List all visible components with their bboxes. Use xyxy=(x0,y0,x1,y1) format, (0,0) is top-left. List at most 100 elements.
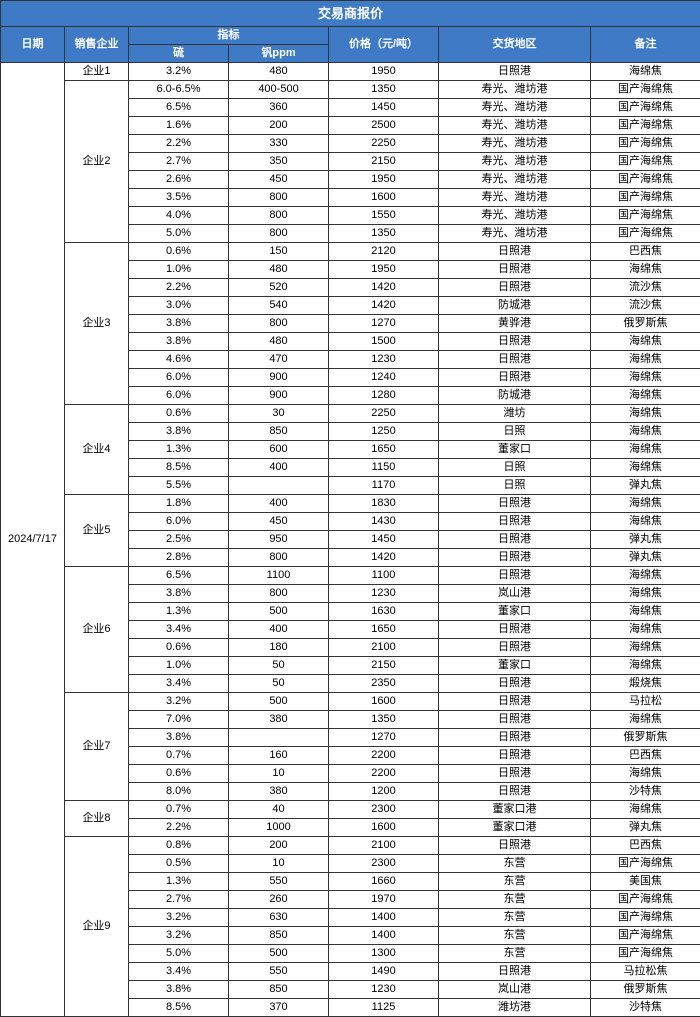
cell-loc: 日照港 xyxy=(439,243,591,261)
cell-p: 2300 xyxy=(329,801,439,819)
cell-p: 2120 xyxy=(329,243,439,261)
cell-note: 海绵焦 xyxy=(591,495,700,513)
cell-v: 400 xyxy=(229,495,329,513)
cell-s: 3.5% xyxy=(129,189,229,207)
cell-note: 国产海绵焦 xyxy=(591,99,700,117)
cell-note: 马拉松焦 xyxy=(591,963,700,981)
cell-loc: 日照港 xyxy=(439,675,591,693)
cell-note: 弹丸焦 xyxy=(591,477,700,495)
cell-note: 海绵焦 xyxy=(591,441,700,459)
cell-v: 260 xyxy=(229,891,329,909)
cell-enterprise: 企业9 xyxy=(65,837,129,1017)
cell-loc: 日照港 xyxy=(439,765,591,783)
cell-v: 330 xyxy=(229,135,329,153)
cell-loc: 寿光、潍坊港 xyxy=(439,99,591,117)
cell-s: 2.5% xyxy=(129,531,229,549)
cell-note: 国产海绵焦 xyxy=(591,153,700,171)
cell-p: 1300 xyxy=(329,945,439,963)
cell-loc: 寿光、潍坊港 xyxy=(439,207,591,225)
cell-s: 3.8% xyxy=(129,315,229,333)
cell-loc: 日照港 xyxy=(439,531,591,549)
cell-s: 6.0% xyxy=(129,513,229,531)
cell-note: 沙特焦 xyxy=(591,999,700,1017)
cell-loc: 日照港 xyxy=(439,549,591,567)
cell-v: 450 xyxy=(229,171,329,189)
table-row: 企业90.8%2002100日照港巴西焦 xyxy=(1,837,700,855)
cell-s: 1.3% xyxy=(129,873,229,891)
cell-v: 400 xyxy=(229,459,329,477)
cell-loc: 岚山港 xyxy=(439,981,591,999)
cell-p: 1950 xyxy=(329,261,439,279)
cell-loc: 防城港 xyxy=(439,297,591,315)
quote-table: 交易商报价 日期 销售企业 指标 价格（元/吨） 交货地区 备注 硫 钒ppm … xyxy=(0,0,700,1017)
table-row: 企业40.6%302250潍坊海绵焦 xyxy=(1,405,700,423)
cell-s: 8.5% xyxy=(129,999,229,1017)
cell-note: 俄罗斯焦 xyxy=(591,315,700,333)
col-date: 日期 xyxy=(1,27,65,63)
cell-p: 2500 xyxy=(329,117,439,135)
cell-note: 海绵焦 xyxy=(591,603,700,621)
cell-v: 50 xyxy=(229,675,329,693)
cell-note: 流沙焦 xyxy=(591,279,700,297)
cell-p: 1270 xyxy=(329,729,439,747)
cell-s: 2.2% xyxy=(129,279,229,297)
cell-loc: 日照港 xyxy=(439,783,591,801)
cell-loc: 东营 xyxy=(439,927,591,945)
cell-p: 1240 xyxy=(329,369,439,387)
cell-note: 海绵焦 xyxy=(591,765,700,783)
cell-loc: 日照港 xyxy=(439,513,591,531)
cell-p: 1950 xyxy=(329,63,439,81)
cell-loc: 日照 xyxy=(439,423,591,441)
cell-s: 3.8% xyxy=(129,423,229,441)
cell-p: 2200 xyxy=(329,765,439,783)
cell-s: 6.0-6.5% xyxy=(129,81,229,99)
cell-p: 1270 xyxy=(329,315,439,333)
cell-loc: 黄骅港 xyxy=(439,315,591,333)
cell-s: 0.7% xyxy=(129,747,229,765)
cell-note: 弹丸焦 xyxy=(591,819,700,837)
cell-note: 巴西焦 xyxy=(591,243,700,261)
cell-loc: 日照港 xyxy=(439,351,591,369)
cell-enterprise: 企业5 xyxy=(65,495,129,567)
cell-v: 380 xyxy=(229,711,329,729)
cell-s: 6.5% xyxy=(129,99,229,117)
cell-v: 10 xyxy=(229,765,329,783)
cell-v xyxy=(229,477,329,495)
cell-p: 2200 xyxy=(329,747,439,765)
cell-loc: 日照港 xyxy=(439,621,591,639)
cell-note: 海绵焦 xyxy=(591,351,700,369)
cell-p: 1450 xyxy=(329,531,439,549)
cell-v: 540 xyxy=(229,297,329,315)
cell-note: 海绵焦 xyxy=(591,711,700,729)
cell-s: 0.6% xyxy=(129,639,229,657)
cell-note: 海绵焦 xyxy=(591,567,700,585)
cell-p: 2150 xyxy=(329,153,439,171)
cell-s: 2.7% xyxy=(129,153,229,171)
cell-s: 1.3% xyxy=(129,441,229,459)
cell-note: 俄罗斯焦 xyxy=(591,729,700,747)
cell-p: 1490 xyxy=(329,963,439,981)
cell-note: 海绵焦 xyxy=(591,657,700,675)
cell-v: 800 xyxy=(229,189,329,207)
cell-s: 3.4% xyxy=(129,621,229,639)
cell-note: 国产海绵焦 xyxy=(591,117,700,135)
cell-note: 海绵焦 xyxy=(591,405,700,423)
cell-s: 1.3% xyxy=(129,603,229,621)
cell-v: 550 xyxy=(229,873,329,891)
cell-enterprise: 企业6 xyxy=(65,567,129,693)
cell-s: 3.8% xyxy=(129,333,229,351)
table-row: 企业80.7%402300董家口港海绵焦 xyxy=(1,801,700,819)
cell-p: 2250 xyxy=(329,405,439,423)
cell-loc: 日照港 xyxy=(439,639,591,657)
col-vanadium: 钒ppm xyxy=(229,45,329,63)
cell-note: 国产海绵焦 xyxy=(591,189,700,207)
cell-p: 1420 xyxy=(329,549,439,567)
cell-s: 3.2% xyxy=(129,693,229,711)
cell-note: 海绵焦 xyxy=(591,513,700,531)
cell-loc: 日照港 xyxy=(439,333,591,351)
cell-v: 200 xyxy=(229,837,329,855)
cell-s: 0.6% xyxy=(129,243,229,261)
col-location: 交货地区 xyxy=(439,27,591,63)
cell-v: 150 xyxy=(229,243,329,261)
cell-s: 2.8% xyxy=(129,549,229,567)
